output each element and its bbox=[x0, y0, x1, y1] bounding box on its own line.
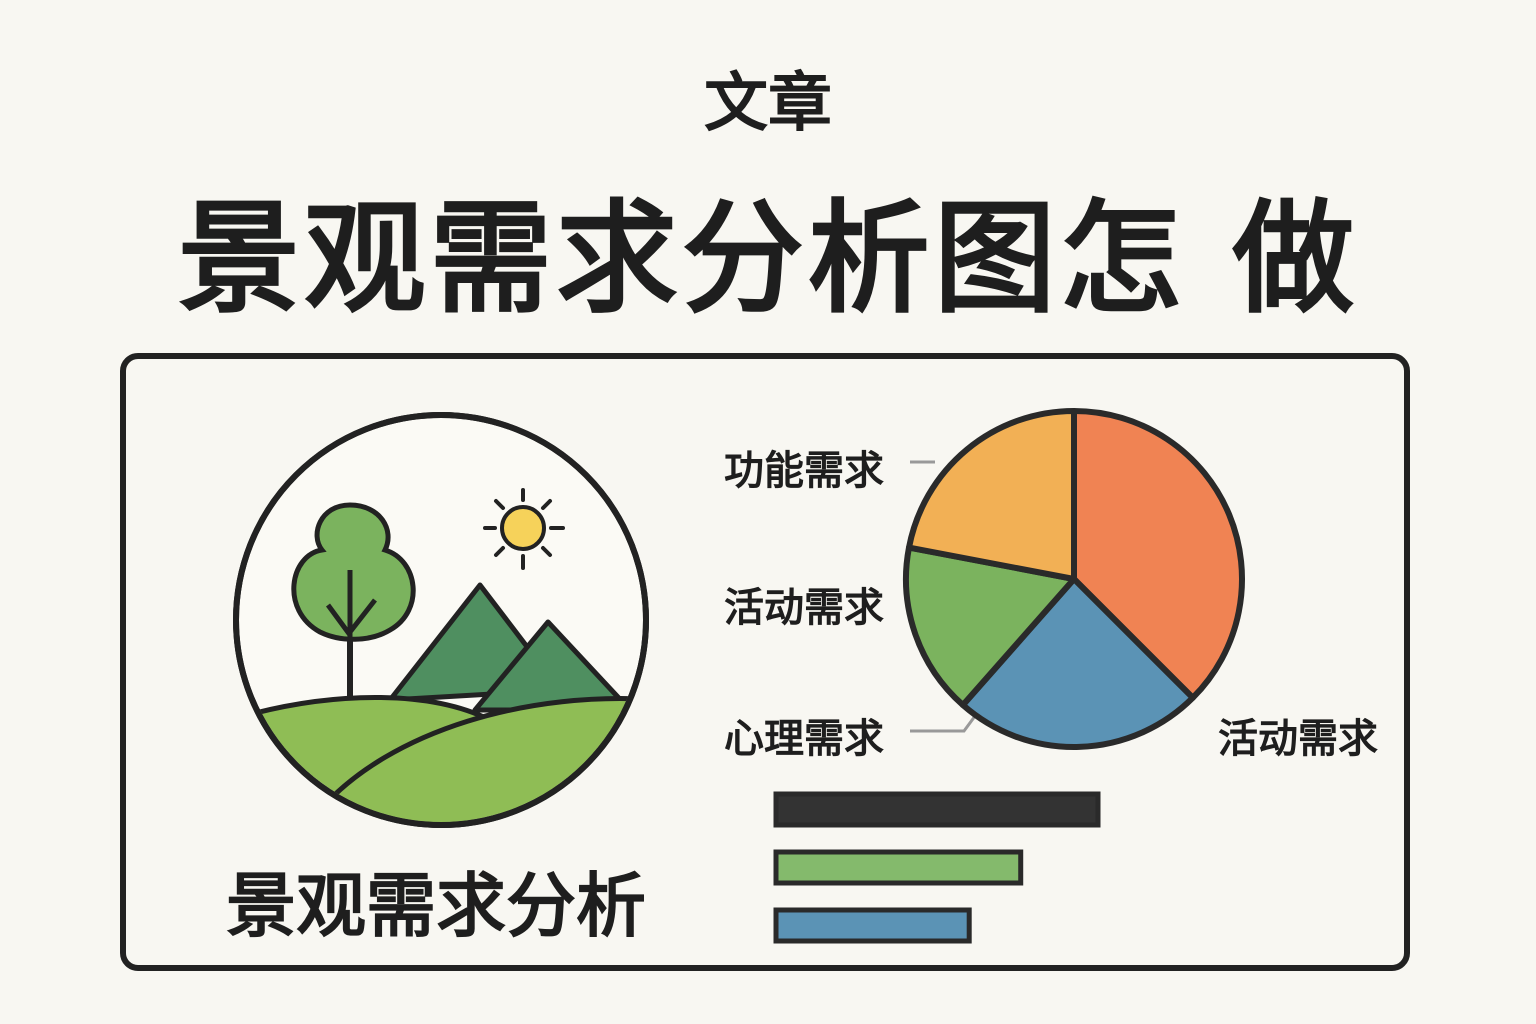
tree-icon bbox=[291, 502, 416, 705]
pie-slice-orange bbox=[1071, 408, 1245, 701]
pie-label-psychological: 心理需求 bbox=[724, 716, 884, 762]
page-title: 景观需求分析图怎 做 bbox=[177, 188, 1359, 330]
bar-2 bbox=[773, 849, 1024, 886]
pie-chart bbox=[903, 408, 1245, 750]
pie-slice-blue bbox=[959, 576, 1196, 750]
pie-slice-yellow bbox=[905, 408, 1077, 582]
bar-3 bbox=[773, 907, 972, 944]
pie-label-activity-right: 活动需求 bbox=[1218, 716, 1378, 762]
landscape-illustration bbox=[233, 412, 649, 828]
bar-group bbox=[773, 791, 1101, 944]
sun-icon bbox=[483, 488, 565, 570]
pie-label-activity-left: 活动需求 bbox=[724, 585, 884, 631]
bar-1 bbox=[773, 791, 1101, 828]
card-frame bbox=[120, 353, 1410, 971]
pie-label-functional: 功能需求 bbox=[724, 448, 884, 494]
subtitle: 文章 bbox=[704, 67, 832, 141]
pie-slice-green bbox=[903, 544, 1077, 709]
card-label: 景观需求分析 bbox=[226, 865, 646, 947]
